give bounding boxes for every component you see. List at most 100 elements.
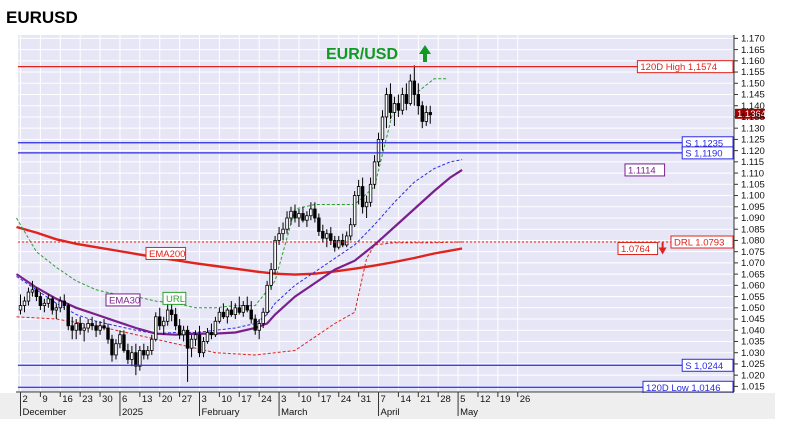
x-tick-label: 14 [400, 394, 411, 405]
candle-body [257, 323, 261, 331]
x-tick-label: 3 [202, 394, 207, 405]
y-tick-label: 1.090 [741, 213, 765, 224]
month-label: February [202, 407, 240, 418]
value-label-box [624, 163, 666, 177]
level-label-box [636, 60, 734, 74]
y-tick-label: 1.135 [741, 112, 765, 123]
candle-body [317, 217, 321, 232]
candle-body [301, 213, 305, 221]
y-tick-label: 1.035 [741, 337, 765, 348]
y-tick-label: 1.030 [741, 348, 765, 359]
candle-body [30, 289, 35, 293]
candle-body [297, 213, 301, 219]
candle-body [249, 309, 253, 320]
value-label: 1.1114 [628, 165, 656, 176]
y-tick-label: 1.125 [741, 135, 765, 146]
ema200-line [16, 225, 463, 276]
candle-body [325, 233, 329, 239]
y-tick-label: 1.170 [741, 34, 765, 45]
candle-body [372, 161, 377, 185]
y-tick-label: 1.045 [741, 314, 765, 325]
value-label-box [617, 242, 659, 256]
candle-body [66, 305, 70, 327]
x-tick-label: 23 [82, 394, 93, 405]
x-tick-label: 20 [162, 394, 173, 405]
candle-body [146, 350, 150, 356]
level-label: S 1,1190 [685, 148, 722, 159]
candle-body [169, 309, 174, 315]
candle-body [42, 302, 47, 306]
y-tick-label: 1.065 [741, 269, 765, 280]
level-label-box [681, 358, 734, 372]
candle-body [237, 307, 241, 313]
x-tick-label: 26 [520, 394, 531, 405]
candle-body [428, 112, 432, 116]
candle-body [333, 240, 337, 248]
candle-body [46, 298, 51, 304]
candle-body [313, 208, 317, 219]
y-tick-label: 1.095 [741, 202, 765, 213]
current-price-box [735, 108, 765, 119]
y-tick-label: 1.075 [741, 247, 765, 258]
x-tick-label: 10 [221, 394, 232, 405]
candle-body [58, 300, 62, 309]
candle-body [185, 329, 190, 349]
candle-body [154, 316, 158, 340]
series-label: URL [166, 294, 185, 305]
candle-body [420, 105, 424, 122]
y-tick-label: 1.140 [741, 101, 765, 112]
candle-body [388, 94, 393, 113]
y-tick-label: 1.015 [741, 382, 765, 393]
candle-body [74, 323, 78, 331]
y-tick-label: 1.050 [741, 303, 765, 314]
x-tick-label: 24 [341, 394, 352, 405]
x-tick-label: 12 [480, 394, 491, 405]
y-tick-label: 1.100 [741, 191, 765, 202]
candle-body [50, 298, 55, 311]
candle-body [241, 305, 245, 313]
y-tick-label: 1.110 [741, 168, 764, 179]
series-label: EMA30 [109, 295, 140, 306]
current-price-label: 1.1364 [737, 109, 766, 120]
candle-body [201, 341, 206, 354]
candle-body [114, 343, 118, 356]
value-label: DRL 1.0793 [674, 238, 724, 249]
level-label-box [681, 146, 734, 160]
candle-body [281, 228, 285, 235]
candle-body [86, 323, 90, 329]
x-tick-label: 19 [500, 394, 511, 405]
value-label-box [670, 235, 734, 249]
candle-body [225, 309, 230, 318]
month-label: April [381, 407, 400, 418]
candle-body [142, 350, 146, 356]
level-label: 120D Low 1,0146 [646, 383, 720, 394]
candle-body [416, 94, 420, 107]
y-tick-label: 1.130 [741, 123, 765, 134]
candle-body [321, 231, 325, 239]
x-tick-label: 30 [102, 394, 113, 405]
x-tick-label: 16 [62, 394, 73, 405]
candle-body [213, 320, 218, 336]
y-tick-label: 1.155 [741, 67, 765, 78]
candle-body [150, 338, 154, 351]
candle-body [209, 332, 214, 336]
candle-body [205, 332, 210, 342]
candle-body [22, 300, 27, 306]
candle-body [82, 327, 86, 331]
candle-body [356, 186, 361, 196]
candle-body [181, 329, 186, 336]
candle-body [293, 210, 297, 219]
candle-body [285, 217, 289, 230]
candles [18, 65, 432, 382]
candle-body [360, 186, 365, 208]
candle-body [352, 195, 357, 226]
candle-body [341, 240, 345, 246]
candle-body [253, 318, 257, 331]
candle-body [34, 289, 39, 297]
candle-body [26, 291, 31, 302]
x-tick-label: 7 [381, 394, 386, 405]
y-tick-label: 1.085 [741, 224, 765, 235]
candle-body [62, 300, 66, 306]
level-label: S 1,1235 [685, 138, 723, 149]
